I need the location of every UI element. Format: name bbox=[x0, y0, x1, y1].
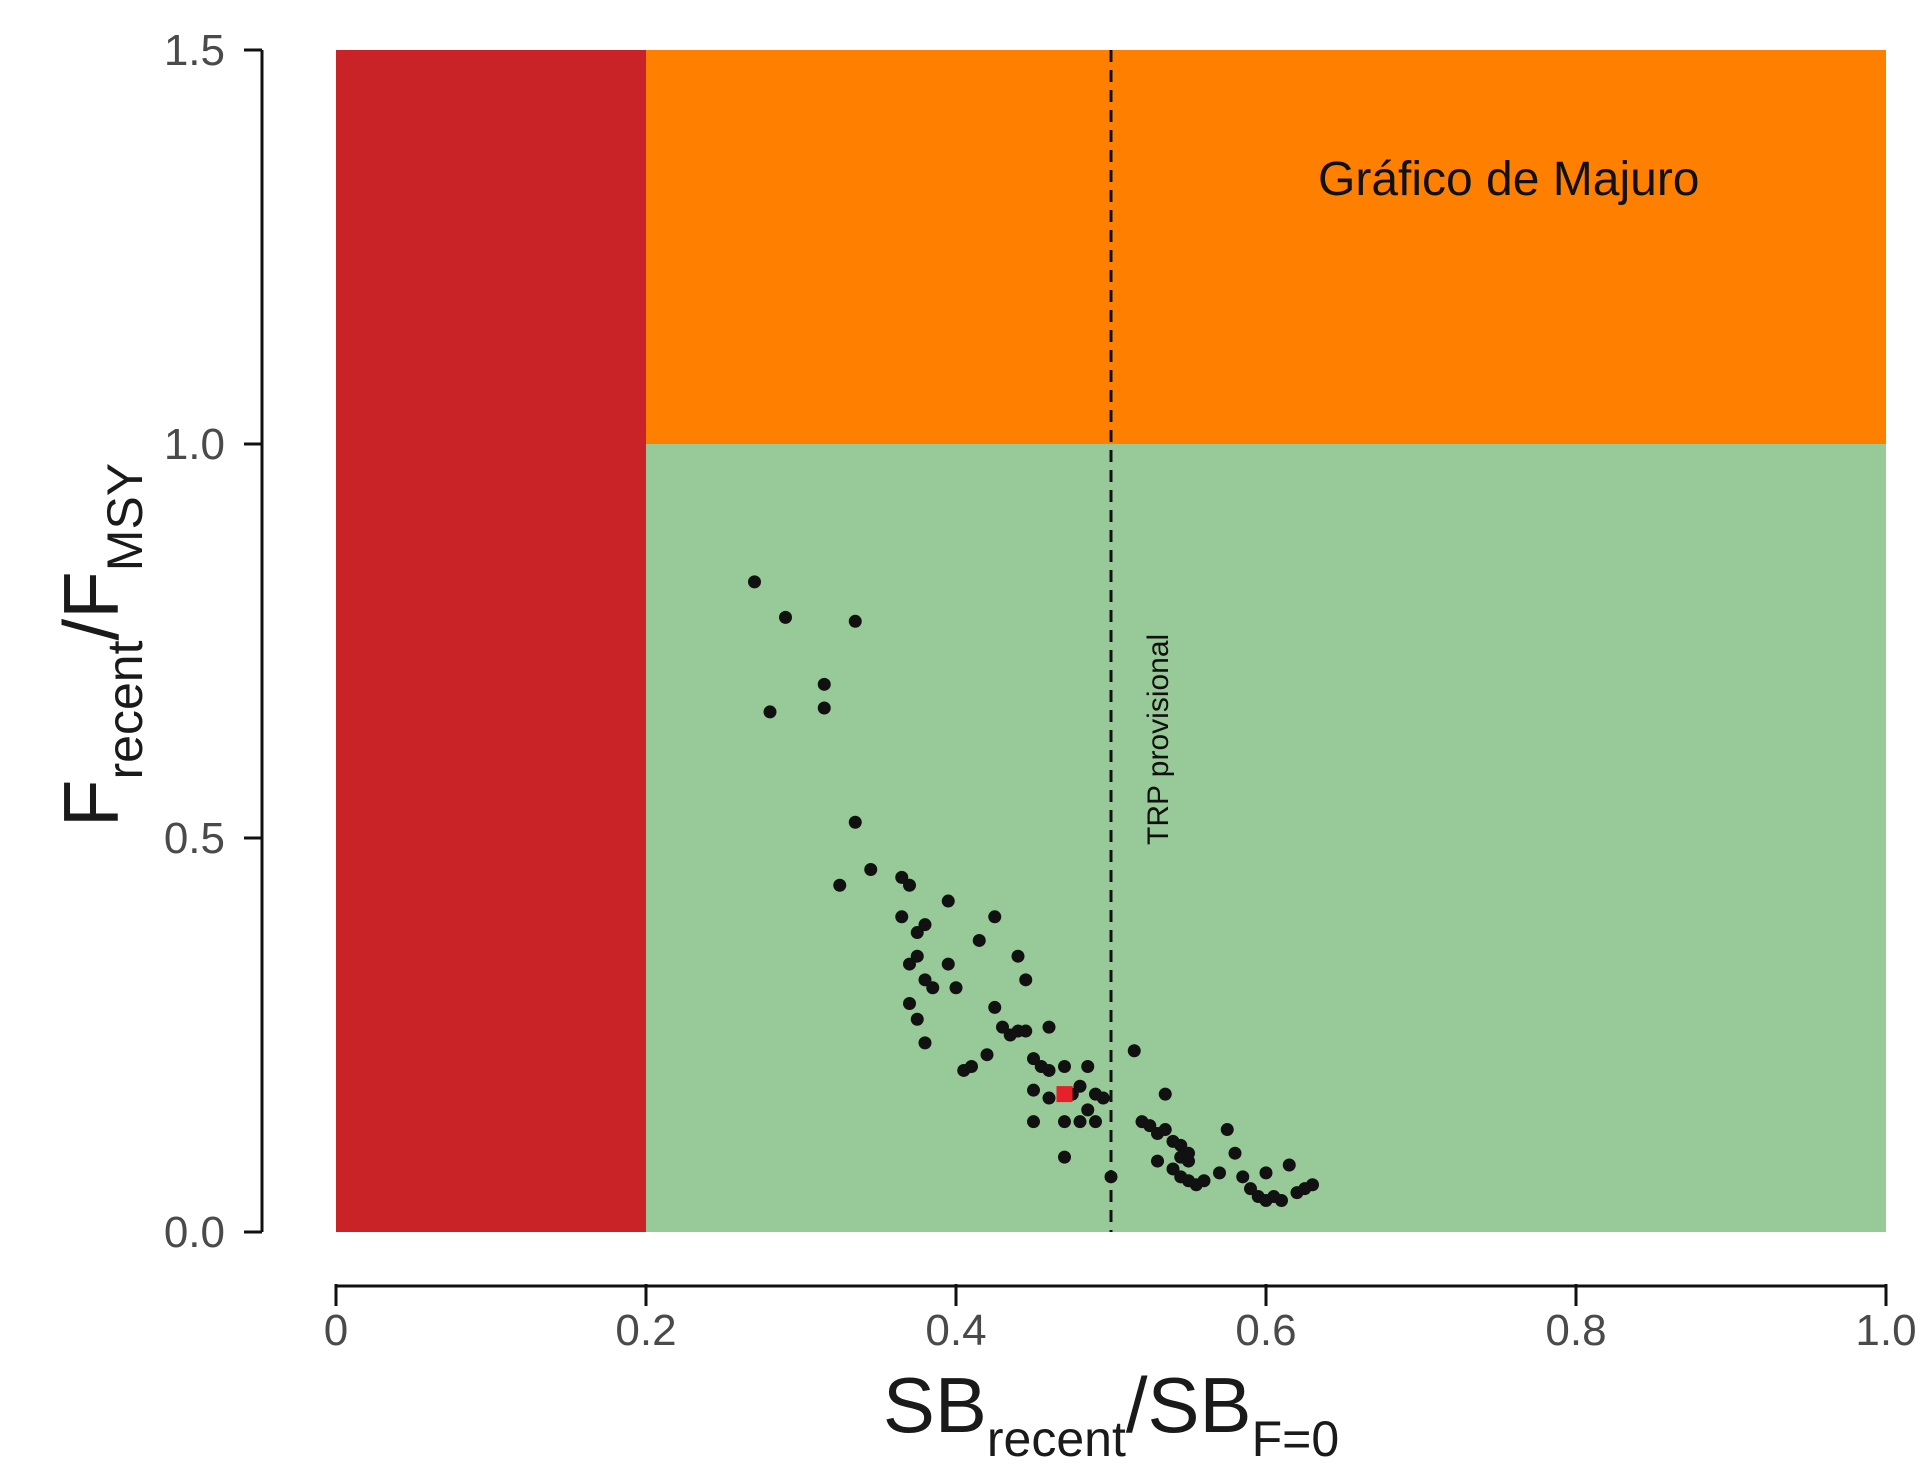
y-title-sub1: recent bbox=[97, 640, 153, 779]
x-title-sub1: recent bbox=[987, 1411, 1126, 1467]
data-point bbox=[895, 910, 909, 924]
data-point bbox=[1011, 949, 1025, 963]
data-point bbox=[1073, 1115, 1087, 1129]
data-point bbox=[1182, 1154, 1195, 1168]
data-point bbox=[941, 894, 955, 908]
region-orange bbox=[646, 50, 1886, 444]
data-point bbox=[1073, 1079, 1087, 1093]
y-tick-label: 1.0 bbox=[164, 420, 225, 469]
trp-reference-label: TRP provisional bbox=[1142, 634, 1175, 845]
data-point bbox=[1259, 1166, 1273, 1180]
highlight-point bbox=[1056, 1086, 1073, 1103]
x-tick-label: 0.4 bbox=[925, 1306, 986, 1355]
data-point bbox=[1213, 1166, 1226, 1180]
data-point bbox=[918, 1036, 932, 1050]
x-tick-label: 0 bbox=[324, 1306, 348, 1355]
x-tick-label: 0.2 bbox=[615, 1306, 676, 1355]
data-points bbox=[748, 575, 1319, 1207]
data-point bbox=[1027, 1115, 1040, 1129]
data-point bbox=[1104, 1170, 1118, 1184]
x-title-sub2: F=0 bbox=[1252, 1411, 1340, 1467]
data-point bbox=[1081, 1060, 1095, 1074]
x-axis: 0 0.2 0.4 0.6 0.8 1.0 bbox=[324, 1284, 1917, 1355]
data-point bbox=[1127, 1044, 1141, 1058]
x-tick-label: 1.0 bbox=[1855, 1306, 1916, 1355]
data-point bbox=[941, 957, 955, 971]
data-point bbox=[1158, 1123, 1172, 1137]
data-point bbox=[903, 996, 916, 1010]
y-title-main2: F bbox=[47, 571, 135, 619]
data-point bbox=[1096, 1091, 1110, 1105]
data-point bbox=[910, 949, 924, 963]
data-point bbox=[949, 981, 963, 995]
y-axis-title: Frecent/FMSY bbox=[47, 463, 153, 827]
data-point bbox=[1236, 1170, 1250, 1184]
x-title-sep: / bbox=[1126, 1361, 1148, 1449]
data-point bbox=[1019, 973, 1033, 987]
y-title-main: F bbox=[47, 780, 135, 828]
x-tick-label: 0.6 bbox=[1235, 1306, 1296, 1355]
data-point bbox=[988, 910, 1002, 924]
data-point bbox=[1220, 1123, 1234, 1137]
data-point bbox=[1058, 1115, 1071, 1129]
y-title-sep: / bbox=[47, 619, 135, 641]
data-point bbox=[1058, 1060, 1071, 1074]
data-point bbox=[1228, 1146, 1242, 1160]
data-point bbox=[1042, 1063, 1056, 1077]
status-regions bbox=[336, 50, 1886, 1232]
data-point bbox=[864, 863, 878, 877]
data-point bbox=[1158, 1087, 1172, 1101]
data-point bbox=[1042, 1020, 1056, 1034]
x-title-main2: SB bbox=[1148, 1361, 1252, 1449]
data-point bbox=[848, 815, 862, 829]
x-title-main: SB bbox=[883, 1361, 987, 1449]
data-point bbox=[988, 1000, 1002, 1014]
data-point bbox=[763, 705, 777, 719]
data-point bbox=[926, 981, 940, 995]
x-axis-title: SBrecent/SBF=0 bbox=[883, 1361, 1339, 1467]
data-point bbox=[918, 918, 932, 932]
chart-annotation: Gráfico de Majuro bbox=[1318, 153, 1700, 206]
data-point bbox=[1058, 1150, 1071, 1164]
y-tick-label: 0.5 bbox=[164, 814, 225, 863]
data-point bbox=[1306, 1178, 1319, 1192]
y-title-sub2: MSY bbox=[97, 463, 153, 571]
data-point bbox=[1081, 1103, 1095, 1117]
data-point bbox=[1151, 1154, 1164, 1168]
data-point bbox=[748, 575, 761, 589]
y-tick-label: 1.5 bbox=[164, 26, 225, 75]
data-point bbox=[1042, 1091, 1056, 1105]
data-point bbox=[1197, 1174, 1211, 1188]
region-green bbox=[646, 444, 1886, 1232]
data-point bbox=[1275, 1193, 1288, 1207]
data-point bbox=[1089, 1115, 1102, 1129]
data-point bbox=[1282, 1158, 1296, 1172]
y-axis: 0.0 0.5 1.0 1.5 bbox=[164, 26, 264, 1257]
region-red bbox=[336, 50, 646, 1232]
data-point bbox=[972, 933, 986, 947]
data-point bbox=[779, 610, 792, 624]
data-point bbox=[1019, 1024, 1033, 1038]
data-point bbox=[910, 1012, 924, 1026]
data-point bbox=[903, 878, 916, 892]
x-tick-label: 0.8 bbox=[1545, 1306, 1606, 1355]
data-point bbox=[965, 1060, 978, 1074]
y-tick-label: 0.0 bbox=[164, 1208, 225, 1257]
data-point bbox=[848, 614, 862, 628]
data-point bbox=[980, 1048, 994, 1062]
reference-line-group: TRP provisional bbox=[1109, 50, 1175, 1232]
data-point bbox=[817, 677, 831, 691]
data-point bbox=[833, 878, 847, 892]
data-point bbox=[1027, 1083, 1040, 1097]
data-point bbox=[817, 701, 831, 715]
